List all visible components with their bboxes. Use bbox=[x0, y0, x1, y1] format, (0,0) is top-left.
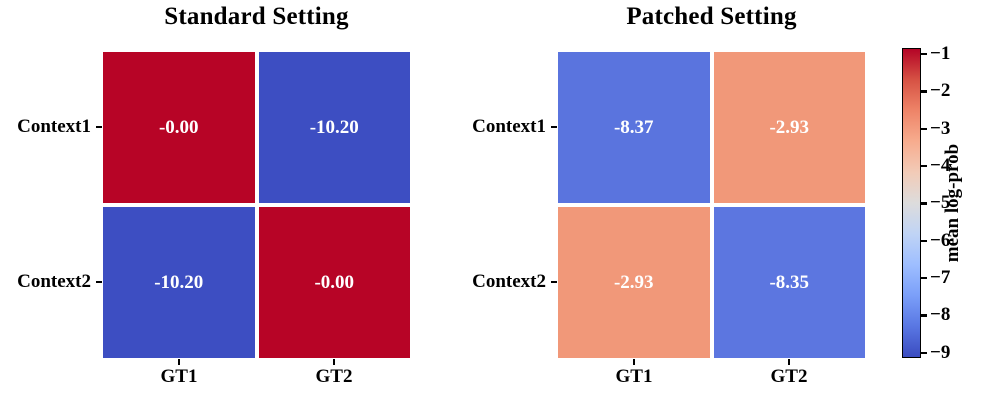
x-tick-mark bbox=[332, 359, 336, 365]
row-label-context2: Context2 bbox=[472, 271, 546, 292]
y-axis-row-context1: Context1 bbox=[455, 116, 557, 138]
colorbar-tick-mark bbox=[921, 314, 927, 317]
row-label-context1: Context1 bbox=[472, 116, 546, 137]
col-label-gt2: GT2 bbox=[770, 366, 808, 387]
x-tick-mark bbox=[787, 359, 791, 365]
colorbar-tick-mark bbox=[921, 127, 927, 130]
x-axis-col-gt2: GT2 bbox=[258, 359, 410, 388]
col-label-gt1: GT1 bbox=[160, 366, 198, 387]
y-axis-row-context2: Context2 bbox=[455, 271, 557, 293]
x-axis-col-gt2: GT2 bbox=[713, 359, 865, 388]
colorbar-tick-mark bbox=[921, 90, 927, 93]
y-tick-mark bbox=[96, 280, 102, 284]
x-tick-mark bbox=[177, 359, 181, 365]
heatmap-cell-c1-gt2: -10.20 bbox=[258, 52, 410, 203]
colorbar-tick-mark bbox=[921, 53, 927, 56]
y-axis-row-context1: Context1 bbox=[0, 116, 102, 138]
x-tick-mark bbox=[632, 359, 636, 365]
col-label-gt1: GT1 bbox=[615, 366, 653, 387]
colorbar-tick-label: −9 bbox=[930, 341, 951, 363]
cell-value: -2.93 bbox=[769, 116, 810, 138]
colorbar-tick-label: −5 bbox=[930, 192, 951, 214]
x-axis-col-gt1: GT1 bbox=[558, 359, 710, 388]
cell-value: -10.20 bbox=[154, 271, 204, 293]
heatmap-cell-c1-gt1: -8.37 bbox=[558, 52, 710, 203]
colorbar-tick-label: −4 bbox=[930, 155, 951, 177]
chart-title-standard: Standard Setting bbox=[164, 3, 349, 30]
heatmap-cell-c2-gt2: -0.00 bbox=[258, 207, 410, 358]
cell-value: -0.00 bbox=[314, 271, 355, 293]
colorbar-tick-mark bbox=[921, 351, 927, 354]
heatmap-standard-setting: Standard Setting Context1 Context2 -0.00… bbox=[0, 0, 455, 402]
colorbar-gradient bbox=[902, 48, 921, 358]
cell-value: -10.20 bbox=[309, 116, 359, 138]
colorbar-tick-label: −1 bbox=[930, 43, 951, 64]
colorbar-tick-label: −3 bbox=[930, 117, 951, 139]
colorbar-tick-mark bbox=[921, 277, 927, 280]
colorbar-tick-label: −7 bbox=[930, 267, 951, 289]
heatmap-cell-c2-gt1: -10.20 bbox=[103, 207, 255, 358]
colorbar-tick-mark bbox=[921, 239, 927, 242]
cell-value: -8.37 bbox=[613, 116, 654, 138]
chart-title-patched: Patched Setting bbox=[626, 3, 797, 30]
x-axis-col-gt1: GT1 bbox=[103, 359, 255, 388]
colorbar-tick-mark bbox=[921, 165, 927, 168]
cell-value: -2.93 bbox=[613, 271, 654, 293]
y-axis-row-context2: Context2 bbox=[0, 271, 102, 293]
heatmap-grid: -8.37 -2.93 -2.93 -8.35 bbox=[558, 52, 865, 358]
y-tick-mark bbox=[96, 125, 102, 129]
cell-value: -8.35 bbox=[769, 271, 810, 293]
colorbar-tick-mark bbox=[921, 202, 927, 205]
y-tick-mark bbox=[551, 125, 557, 129]
heatmap-cell-c2-gt1: -2.93 bbox=[558, 207, 710, 358]
y-tick-mark bbox=[551, 280, 557, 284]
cell-value: -0.00 bbox=[158, 116, 199, 138]
heatmap-patched-setting: Patched Setting Context1 Context2 -8.37 … bbox=[455, 0, 910, 402]
colorbar-tick-label: −6 bbox=[930, 229, 951, 251]
heatmap-cell-c2-gt2: -8.35 bbox=[713, 207, 865, 358]
heatmap-grid: -0.00 -10.20 -10.20 -0.00 bbox=[103, 52, 410, 358]
heatmap-cell-c1-gt1: -0.00 bbox=[103, 52, 255, 203]
colorbar-tick-label: −2 bbox=[930, 80, 951, 102]
heatmap-cell-c1-gt2: -2.93 bbox=[713, 52, 865, 203]
row-label-context1: Context1 bbox=[17, 116, 91, 137]
colorbar-tick-label: −8 bbox=[930, 304, 951, 326]
row-label-context2: Context2 bbox=[17, 271, 91, 292]
col-label-gt2: GT2 bbox=[315, 366, 353, 387]
colorbar-axis-label: mean log-prob bbox=[942, 143, 963, 263]
